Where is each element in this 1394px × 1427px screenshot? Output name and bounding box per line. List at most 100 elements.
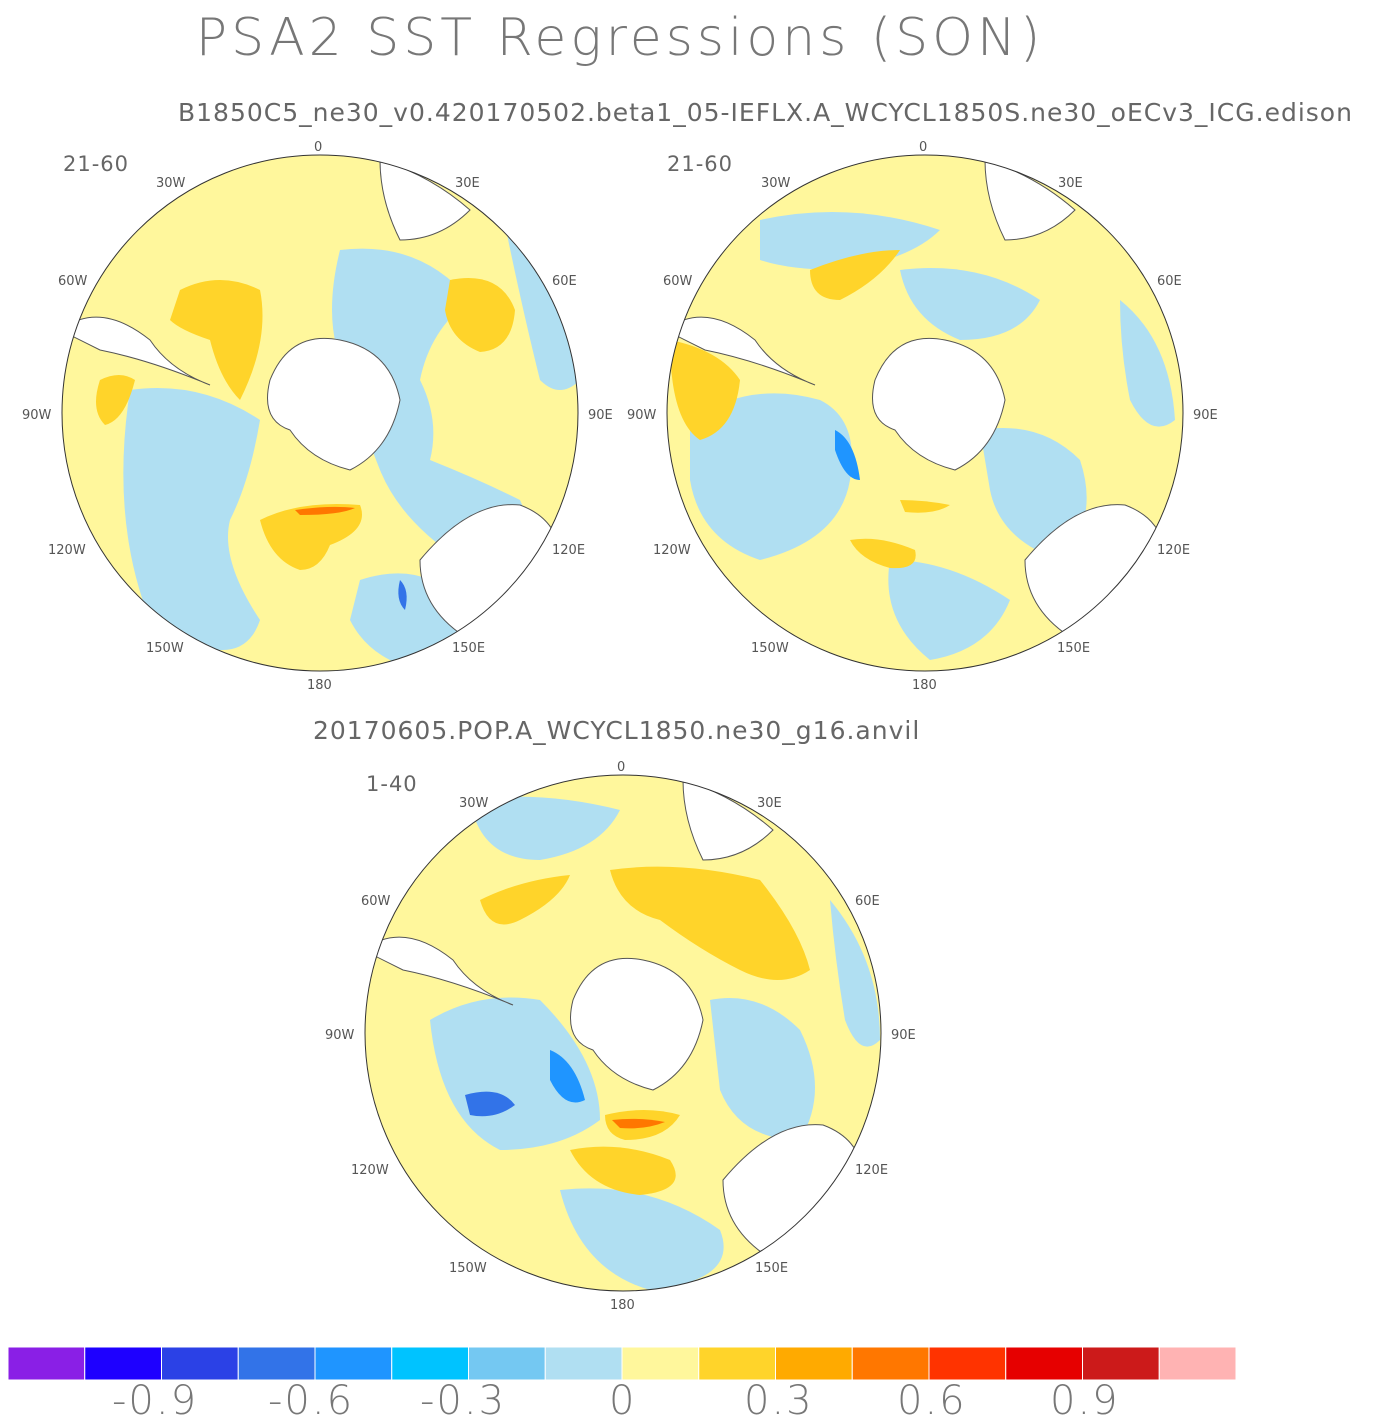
sst-moderate-negative bbox=[835, 430, 860, 480]
polar-map-3 bbox=[365, 775, 881, 1291]
lon-label: 180 bbox=[610, 1298, 635, 1313]
lon-label: 60E bbox=[552, 274, 577, 289]
lon-label: 30E bbox=[455, 176, 480, 191]
colorbar-swatch bbox=[851, 1346, 930, 1381]
sst-negative-region bbox=[830, 900, 880, 1047]
sst-strong-positive bbox=[612, 1118, 665, 1129]
lon-label: 120W bbox=[653, 543, 691, 558]
colorbar-swatch bbox=[314, 1346, 393, 1381]
lon-label: 60W bbox=[58, 274, 88, 289]
lon-label: 30W bbox=[761, 176, 791, 191]
sst-negative-region bbox=[470, 796, 620, 860]
lon-label: 120E bbox=[855, 1163, 889, 1178]
lon-label: 60E bbox=[1157, 274, 1182, 289]
lon-label: 60W bbox=[361, 894, 391, 909]
colorbar-tick-label: 0.9 bbox=[1050, 1378, 1120, 1424]
lon-label: 180 bbox=[912, 678, 937, 693]
colorbar-swatch bbox=[1005, 1346, 1083, 1381]
polar-map-1 bbox=[62, 155, 578, 671]
continent-south-america bbox=[62, 316, 211, 386]
antarctica-landmass bbox=[267, 337, 401, 471]
lon-label: 120W bbox=[48, 543, 86, 558]
colorbar-swatch bbox=[544, 1346, 623, 1381]
sst-strong-positive bbox=[295, 506, 355, 515]
colorbar bbox=[7, 1346, 1237, 1381]
colorbar-tick-label: 0 bbox=[609, 1378, 637, 1424]
continent-south-america bbox=[667, 316, 816, 386]
sst-positive-region bbox=[900, 500, 950, 513]
lon-label: 150W bbox=[449, 1261, 487, 1276]
colorbar-swatch bbox=[1082, 1346, 1160, 1381]
lon-label: 120W bbox=[351, 1163, 389, 1178]
sst-positive-region bbox=[480, 875, 570, 925]
lon-label: 90W bbox=[325, 1028, 355, 1043]
colorbar-swatch bbox=[237, 1346, 316, 1381]
lon-label: 150E bbox=[755, 1261, 789, 1276]
sst-positive-region bbox=[850, 538, 916, 569]
run-label-2: 20170605.POP.A_WCYCL1850.ne30_g16.anvil bbox=[313, 716, 921, 745]
continent-africa bbox=[379, 159, 471, 241]
colorbar-swatch bbox=[391, 1346, 469, 1381]
lon-label: 90W bbox=[627, 408, 657, 423]
page-title: PSA2 SST Regressions (SON) bbox=[195, 8, 1045, 68]
sst-positive-region bbox=[570, 1146, 676, 1195]
lon-label: 90E bbox=[1193, 408, 1218, 423]
colorbar-swatch bbox=[621, 1346, 700, 1381]
lon-label: 30E bbox=[1058, 176, 1083, 191]
sst-positive-region bbox=[670, 340, 740, 440]
lon-label: 120E bbox=[552, 543, 586, 558]
colorbar-tick-label: 0.3 bbox=[744, 1378, 814, 1424]
sst-negative-region bbox=[123, 388, 260, 650]
continent-africa bbox=[984, 159, 1076, 241]
colorbar-tick-label: -0.9 bbox=[112, 1378, 199, 1424]
lon-label: 0 bbox=[314, 140, 323, 155]
antarctica-landmass bbox=[872, 337, 1006, 471]
colorbar-swatch bbox=[161, 1346, 239, 1381]
lon-label: 150E bbox=[452, 641, 486, 656]
lon-label: 30W bbox=[156, 176, 186, 191]
colorbar-swatch bbox=[7, 1346, 86, 1381]
sst-positive-region bbox=[445, 278, 515, 352]
lon-label: 30W bbox=[459, 796, 489, 811]
colorbar-swatch bbox=[775, 1346, 853, 1381]
sst-moderate-negative bbox=[465, 1091, 515, 1117]
run-label-1: B1850C5_ne30_v0.420170502.beta1_05-IEFLX… bbox=[178, 98, 1353, 127]
lon-label: 0 bbox=[617, 760, 626, 775]
lon-label: 90E bbox=[588, 408, 613, 423]
sst-negative-region bbox=[560, 1188, 724, 1290]
sst-negative-region bbox=[900, 268, 1040, 340]
sst-positive-region bbox=[260, 504, 362, 570]
lon-label: 120E bbox=[1157, 543, 1191, 558]
continent-south-america bbox=[365, 936, 514, 1006]
sst-negative-region bbox=[888, 560, 1010, 660]
lon-label: 60W bbox=[663, 274, 693, 289]
lon-label: 150W bbox=[751, 641, 789, 656]
colorbar-tick-label: -0.6 bbox=[268, 1378, 355, 1424]
sst-positive-region bbox=[170, 280, 263, 400]
sst-moderate-negative bbox=[398, 580, 407, 610]
sst-negative-region bbox=[710, 998, 815, 1140]
colorbar-tick-label: 0.6 bbox=[897, 1378, 967, 1424]
lon-label: 150E bbox=[1057, 641, 1091, 656]
colorbar-tick-label: -0.3 bbox=[420, 1378, 507, 1424]
panel-label-1: 21-60 bbox=[63, 152, 130, 176]
panel-label-2: 21-60 bbox=[667, 152, 734, 176]
lon-label: 0 bbox=[919, 140, 928, 155]
lon-label: 90E bbox=[891, 1028, 916, 1043]
sst-negative-region bbox=[332, 248, 524, 561]
colorbar-swatch bbox=[928, 1346, 1007, 1381]
sst-moderate-negative bbox=[550, 1050, 585, 1103]
lon-label: 90W bbox=[22, 408, 52, 423]
lon-label: 60E bbox=[855, 894, 880, 909]
antarctica-landmass bbox=[570, 957, 704, 1091]
sst-negative-region bbox=[1120, 300, 1175, 427]
continent-africa bbox=[682, 779, 774, 861]
lon-label: 180 bbox=[307, 678, 332, 693]
lon-label: 30E bbox=[757, 796, 782, 811]
colorbar-swatch bbox=[1158, 1346, 1237, 1381]
colorbar-swatch bbox=[468, 1346, 546, 1381]
sst-negative-region bbox=[690, 393, 852, 560]
colorbar-swatch bbox=[84, 1346, 162, 1381]
polar-map-2 bbox=[667, 155, 1183, 671]
